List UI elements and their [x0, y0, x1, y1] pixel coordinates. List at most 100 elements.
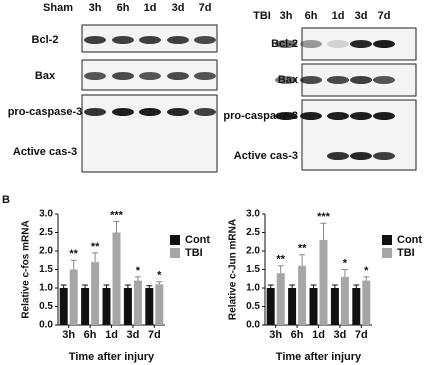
- y-tick-label: 0.5: [39, 301, 53, 312]
- significance: *: [136, 265, 141, 277]
- significance: *: [364, 265, 369, 277]
- x-tick-label: 3d: [126, 329, 139, 341]
- legend-swatch: [382, 248, 392, 258]
- bar: [330, 288, 339, 325]
- bar: [276, 273, 285, 325]
- blot-band: [275, 40, 297, 48]
- blot-band: [167, 108, 189, 116]
- error-bar: [156, 281, 163, 285]
- y-tick-label: 2.0: [39, 246, 53, 257]
- bar: [288, 288, 297, 325]
- legend-label: Cont: [185, 234, 210, 246]
- y-tick-label: 0.5: [246, 301, 260, 312]
- error-bar: [70, 259, 77, 270]
- bar: [362, 280, 371, 325]
- bar: [340, 276, 349, 325]
- error-bar: [353, 284, 360, 288]
- blot-row-label: pro-caspase-3: [8, 106, 83, 118]
- blot-group: Sham: [43, 2, 73, 14]
- blot-band: [373, 76, 395, 84]
- legend-swatch: [382, 235, 392, 245]
- bar: [145, 288, 154, 325]
- blot-band: [84, 108, 106, 116]
- blot-band: [112, 36, 134, 44]
- panel-label: B: [2, 194, 10, 206]
- blot-band: [139, 72, 161, 80]
- error-bar: [92, 252, 99, 263]
- x-tick-label: 6h: [291, 329, 304, 341]
- bar: [81, 288, 90, 325]
- legend-label: TBI: [397, 247, 415, 259]
- blot-time: 3d: [355, 10, 368, 22]
- error-bar: [320, 222, 327, 240]
- legend-label: Cont: [397, 234, 422, 246]
- blot-band: [350, 40, 372, 48]
- blot-band: [139, 36, 161, 44]
- error-bar: [134, 276, 141, 281]
- y-tick-label: 1.5: [246, 264, 260, 275]
- y-tick-label: 2.5: [246, 227, 260, 238]
- blot-row-label: Bcl-2: [32, 34, 59, 46]
- blot-band: [194, 36, 216, 44]
- y-tick-label: 0.0: [246, 320, 260, 331]
- bar: [69, 269, 78, 325]
- significance: ***: [317, 211, 331, 223]
- x-axis-label: Time after injury: [276, 351, 362, 363]
- y-tick-label: 0.0: [39, 320, 53, 331]
- blot-band: [327, 112, 349, 120]
- blot-band: [167, 36, 189, 44]
- bar: [266, 288, 275, 325]
- y-tick-label: 1.0: [39, 283, 53, 294]
- bar: [102, 288, 111, 325]
- x-tick-label: 3h: [62, 329, 75, 341]
- bar: [133, 280, 142, 325]
- bar: [352, 288, 361, 325]
- blot-band: [373, 152, 395, 160]
- x-tick-label: 3d: [333, 329, 346, 341]
- blot-band: [167, 72, 189, 80]
- error-bar: [363, 276, 370, 281]
- y-axis-label: Relative c-Jun mRNA: [228, 219, 239, 320]
- blot-row-label: Active cas-3: [13, 146, 77, 158]
- blot-row-label: Bax: [35, 70, 56, 82]
- x-axis-label: Time after injury: [69, 351, 155, 363]
- significance: **: [69, 248, 78, 260]
- error-bar: [124, 284, 131, 288]
- x-tick-label: 1d: [312, 329, 325, 341]
- x-tick-label: 7d: [148, 329, 161, 341]
- blot-band: [373, 40, 395, 48]
- x-tick-label: 6h: [84, 329, 97, 341]
- blot-band: [112, 72, 134, 80]
- error-bar: [277, 265, 284, 274]
- blot-band: [350, 112, 372, 120]
- blot-band: [300, 76, 322, 84]
- blot-time: 7d: [378, 10, 391, 22]
- blot-time: 3h: [280, 10, 293, 22]
- significance: ***: [110, 209, 124, 221]
- blot-time: 3d: [172, 2, 185, 14]
- bar: [91, 262, 100, 325]
- blot-row-label: Active cas-3: [234, 150, 298, 162]
- blot-band: [112, 108, 134, 116]
- blot-band: [300, 40, 322, 48]
- error-bar: [267, 284, 274, 288]
- blot-band: [327, 152, 349, 160]
- y-tick-label: 2.0: [246, 246, 260, 257]
- blot-band: [275, 76, 297, 84]
- blot-band: [275, 112, 297, 120]
- error-bar: [289, 284, 296, 288]
- legend-label: TBI: [185, 247, 203, 259]
- significance: **: [298, 243, 307, 255]
- blot-band: [194, 108, 216, 116]
- blot-time: 6h: [117, 2, 130, 14]
- error-bar: [331, 284, 338, 288]
- blot-time: 6h: [305, 10, 318, 22]
- y-axis-label: Relative c-fos mRNA: [21, 220, 32, 318]
- error-bar: [310, 284, 317, 288]
- legend-swatch: [170, 235, 180, 245]
- blot-time: 3h: [89, 2, 102, 14]
- bar: [309, 288, 318, 325]
- bar: [123, 288, 132, 325]
- blot-band: [327, 76, 349, 84]
- y-tick-label: 3.0: [39, 209, 53, 220]
